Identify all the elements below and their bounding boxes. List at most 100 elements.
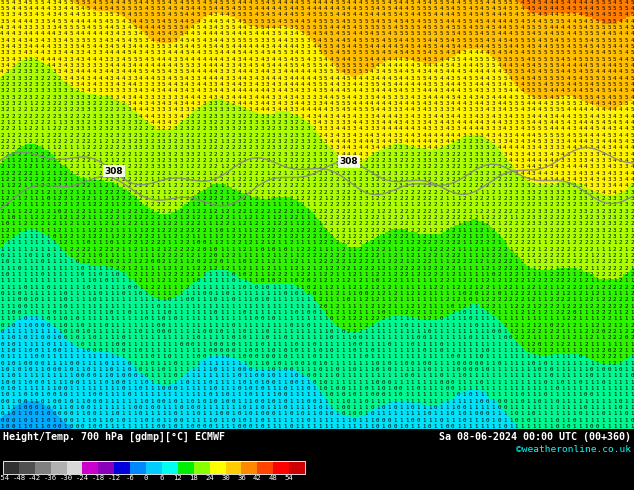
Text: 1: 1	[526, 405, 530, 410]
Text: 5: 5	[301, 12, 304, 17]
Text: 5: 5	[197, 38, 200, 43]
Text: 2: 2	[503, 158, 507, 163]
Text: 1: 1	[439, 399, 443, 404]
Text: 2: 2	[439, 247, 443, 252]
Text: 1: 1	[202, 373, 206, 378]
Text: 1: 1	[156, 317, 160, 321]
Text: 1: 1	[18, 177, 21, 182]
Text: 2: 2	[434, 196, 437, 201]
Text: 0: 0	[602, 367, 605, 372]
Text: 5: 5	[515, 57, 518, 62]
Text: 0: 0	[23, 399, 27, 404]
Text: 1: 1	[567, 361, 570, 366]
Text: 0: 0	[46, 405, 50, 410]
Text: 1: 1	[185, 418, 189, 423]
Text: 1: 1	[399, 418, 403, 423]
Text: 5: 5	[451, 31, 455, 36]
Text: 3: 3	[393, 171, 397, 176]
Text: 5: 5	[295, 63, 299, 68]
Text: 1: 1	[6, 348, 10, 353]
Text: 1: 1	[226, 234, 229, 239]
Text: 4: 4	[607, 31, 611, 36]
Text: 4: 4	[145, 114, 148, 119]
Text: 2: 2	[543, 285, 547, 290]
Text: 4: 4	[197, 95, 200, 99]
Text: 3: 3	[313, 120, 316, 125]
Text: 1: 1	[226, 329, 229, 334]
Text: 1: 1	[220, 272, 223, 277]
Text: 3: 3	[474, 146, 478, 150]
Text: 0: 0	[353, 367, 356, 372]
Text: 2: 2	[457, 171, 460, 176]
Text: 1: 1	[6, 405, 10, 410]
Text: 2: 2	[301, 272, 304, 277]
Text: 1: 1	[87, 380, 91, 385]
Text: 3: 3	[35, 75, 38, 81]
Text: 2: 2	[382, 221, 385, 226]
Text: 4: 4	[561, 25, 564, 30]
Text: 2: 2	[168, 272, 171, 277]
Text: 4: 4	[469, 12, 472, 17]
Text: 2: 2	[445, 278, 449, 283]
Text: 2: 2	[266, 209, 269, 214]
Text: 4: 4	[555, 0, 559, 4]
Text: 2: 2	[451, 272, 455, 277]
Text: 1: 1	[347, 228, 351, 233]
Text: 3: 3	[104, 63, 108, 68]
Text: 2: 2	[613, 304, 616, 309]
Text: 3: 3	[52, 95, 56, 99]
Text: 1: 1	[179, 221, 183, 226]
Text: 3: 3	[550, 196, 553, 201]
Text: 4: 4	[353, 120, 356, 125]
Text: 1: 1	[422, 323, 425, 328]
Text: 5: 5	[619, 139, 623, 144]
Text: 2: 2	[445, 158, 449, 163]
Text: 3: 3	[127, 88, 131, 93]
Text: 2: 2	[266, 139, 269, 144]
Text: 3: 3	[266, 82, 269, 87]
Text: 1: 1	[445, 329, 449, 334]
Text: 0: 0	[307, 418, 310, 423]
Text: 5: 5	[417, 57, 420, 62]
Text: 1: 1	[313, 297, 316, 302]
Text: 3: 3	[70, 120, 73, 125]
Text: 3: 3	[81, 50, 84, 55]
Text: 2: 2	[359, 247, 362, 252]
Text: 5: 5	[607, 50, 611, 55]
Text: 4: 4	[474, 19, 478, 24]
Text: 1: 1	[179, 323, 183, 328]
Text: 5: 5	[75, 25, 79, 30]
Text: 4: 4	[301, 82, 304, 87]
Text: 3: 3	[168, 101, 171, 106]
Text: 2: 2	[179, 164, 183, 170]
Text: 1: 1	[139, 373, 143, 378]
Text: 3: 3	[168, 158, 171, 163]
Text: 1: 1	[474, 348, 478, 353]
Text: 3: 3	[313, 57, 316, 62]
Text: 3: 3	[116, 57, 119, 62]
Text: 4: 4	[301, 19, 304, 24]
Text: 3: 3	[573, 190, 576, 195]
Text: 4: 4	[133, 63, 137, 68]
Text: 3: 3	[491, 171, 495, 176]
Text: 5: 5	[243, 19, 247, 24]
Text: 3: 3	[359, 190, 362, 195]
Text: 4: 4	[330, 82, 333, 87]
Text: 1: 1	[532, 304, 536, 309]
Text: 4: 4	[110, 25, 113, 30]
Text: 4: 4	[150, 88, 154, 93]
Text: 4: 4	[474, 44, 478, 49]
Text: 1: 1	[145, 367, 148, 372]
Text: 2: 2	[602, 304, 605, 309]
Text: 5: 5	[249, 38, 252, 43]
Text: 3: 3	[578, 209, 582, 214]
Text: 2: 2	[370, 259, 373, 265]
Text: 4: 4	[197, 82, 200, 87]
Text: -6: -6	[126, 475, 134, 482]
Text: 1: 1	[503, 310, 507, 315]
Text: 5: 5	[341, 31, 345, 36]
Text: 5: 5	[578, 6, 582, 11]
Text: 4: 4	[521, 139, 524, 144]
Text: 1: 1	[590, 323, 593, 328]
Text: 2: 2	[81, 234, 84, 239]
